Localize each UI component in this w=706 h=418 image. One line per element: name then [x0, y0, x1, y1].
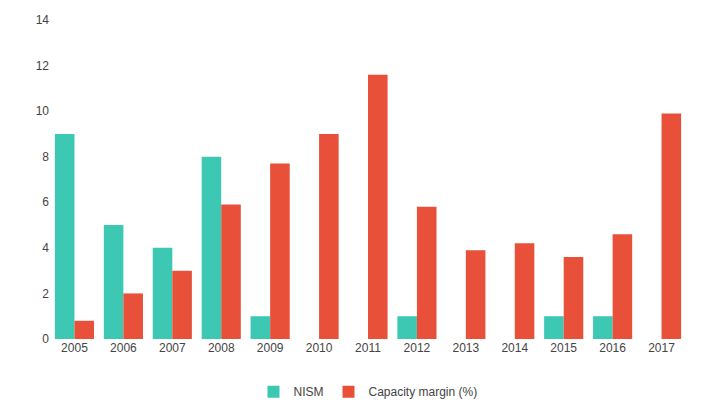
- svg-text:10: 10: [36, 104, 50, 118]
- svg-text:2016: 2016: [599, 341, 626, 355]
- svg-text:2014: 2014: [501, 341, 528, 355]
- svg-text:2008: 2008: [208, 341, 235, 355]
- svg-text:2005: 2005: [61, 341, 88, 355]
- svg-text:2: 2: [42, 287, 49, 301]
- svg-text:2012: 2012: [404, 341, 431, 355]
- svg-text:8: 8: [42, 150, 49, 164]
- svg-text:NISM: NISM: [294, 385, 324, 399]
- svg-text:2009: 2009: [257, 341, 284, 355]
- svg-text:14: 14: [36, 13, 50, 27]
- svg-text:2007: 2007: [159, 341, 186, 355]
- svg-text:2017: 2017: [648, 341, 675, 355]
- svg-text:0: 0: [42, 332, 49, 346]
- svg-text:4: 4: [42, 241, 49, 255]
- svg-text:Capacity margin (%): Capacity margin (%): [369, 385, 478, 399]
- svg-text:2015: 2015: [550, 341, 577, 355]
- svg-text:2013: 2013: [452, 341, 479, 355]
- svg-text:2010: 2010: [306, 341, 333, 355]
- svg-text:12: 12: [36, 59, 50, 73]
- svg-text:2006: 2006: [110, 341, 137, 355]
- svg-text:6: 6: [42, 195, 49, 209]
- svg-text:2011: 2011: [355, 341, 381, 355]
